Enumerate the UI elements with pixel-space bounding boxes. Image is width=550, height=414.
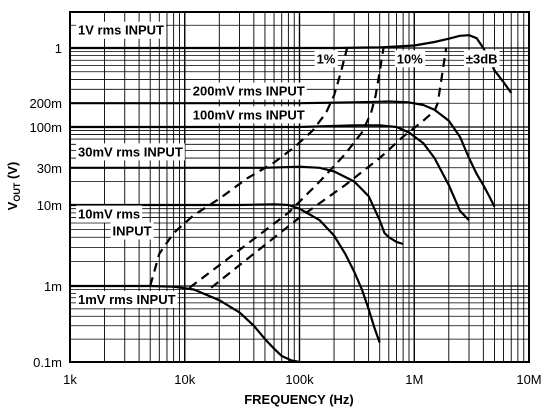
curve-label-text: 10% xyxy=(397,51,423,66)
x-tick-label: 10k xyxy=(174,372,195,387)
y-tick-label: 10m xyxy=(37,198,62,213)
curve-label-bg xyxy=(76,205,143,223)
y-tick-label: 1 xyxy=(55,41,62,56)
curve-label-text: 1V rms INPUT xyxy=(78,23,164,38)
curve-label: ±3dB xyxy=(463,50,500,68)
y-axis-title-sub: OUT xyxy=(12,182,22,202)
curve-label-text: 1mV rms INPUT xyxy=(78,292,176,307)
curve-label-bg xyxy=(394,50,426,68)
curve-label-text: 1% xyxy=(317,51,336,66)
curve-label-bg xyxy=(190,82,307,100)
series-line-1mv-rms-input xyxy=(70,284,300,364)
series-line-30mv-rms-input xyxy=(70,165,404,246)
x-tick-label: 100k xyxy=(285,372,314,387)
curve-label: 10mV rms xyxy=(76,205,143,223)
curve-label-bg xyxy=(76,143,185,161)
series-layer xyxy=(70,34,513,364)
curve-label: INPUT xyxy=(110,222,154,240)
series-line-10 xyxy=(188,47,385,289)
series-line-10mv-rms-input xyxy=(70,203,381,343)
curve-label-bg xyxy=(314,50,338,68)
curve-label-bg xyxy=(110,222,154,240)
x-tick-label: 1M xyxy=(405,372,423,387)
y-tick-label: 30m xyxy=(37,161,62,176)
y-axis-title-unit: (V) xyxy=(5,162,20,183)
curve-label: 100mV rms INPUT xyxy=(190,106,307,124)
x-tick-labels: 1k 10k 100k 1M 10M xyxy=(63,372,542,387)
curve-labels: 1V rms INPUT 200mV rms INPUT 100mV rms INP… xyxy=(76,21,500,308)
curve-label-text: 200mV rms INPUT xyxy=(193,84,305,99)
curve-label-bg xyxy=(76,290,178,308)
x-tick-label: 10M xyxy=(516,372,541,387)
curve-label-text: INPUT xyxy=(113,224,152,239)
curve-label: 1% xyxy=(314,50,338,68)
y-tick-label: 100m xyxy=(29,120,62,135)
curve-label-text: 30mV rms INPUT xyxy=(78,144,183,159)
y-tick-label: 1m xyxy=(44,279,62,294)
curve-label: 1V rms INPUT xyxy=(76,21,167,39)
series-line-3db xyxy=(210,47,448,289)
curve-label-bg xyxy=(76,21,167,39)
curve-label-text: 100mV rms INPUT xyxy=(193,107,305,122)
curve-label-bg xyxy=(190,106,307,124)
y-tick-label: 0.1m xyxy=(33,355,62,370)
series-line-100mv-rms-input xyxy=(70,124,470,221)
series-line-1v-rms-input xyxy=(70,34,513,94)
y-axis-title-main: V xyxy=(5,201,20,210)
curve-label-bg xyxy=(463,50,500,68)
series-line-200mv-rms-input xyxy=(70,100,496,208)
curve-label: 200mV rms INPUT xyxy=(190,82,307,100)
curve-label-text: 10mV rms xyxy=(78,207,140,222)
grid-lines xyxy=(70,12,529,362)
x-axis-title: FREQUENCY (Hz) xyxy=(244,392,354,407)
x-tick-label: 1k xyxy=(63,372,77,387)
y-axis-title: VOUT (V) xyxy=(5,162,22,211)
curve-label: 30mV rms INPUT xyxy=(76,143,185,161)
series-line-1 xyxy=(149,47,349,287)
curve-label: 10% xyxy=(394,50,426,68)
y-tick-label: 200m xyxy=(29,96,62,111)
y-tick-labels: 1 200m 100m 30m 10m 1m 0.1m xyxy=(29,41,62,370)
curve-label-text: ±3dB xyxy=(466,51,498,66)
curve-label: 1mV rms INPUT xyxy=(76,290,178,308)
